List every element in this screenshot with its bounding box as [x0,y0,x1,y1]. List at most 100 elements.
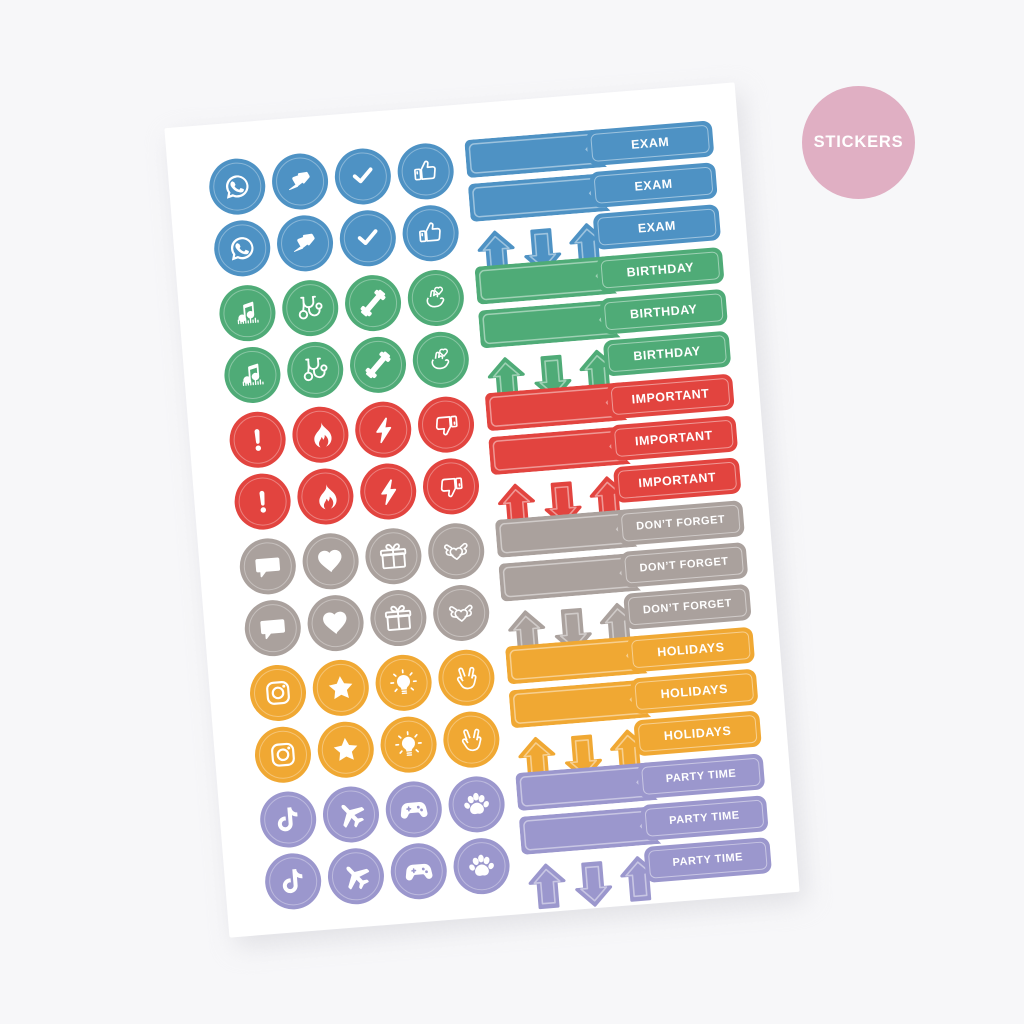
hands-heart-icon [445,597,477,629]
sticker-peace-hand-icon[interactable] [441,709,502,770]
sticker-stethoscope-icon[interactable] [285,339,346,401]
sticker-thumbs-down-icon[interactable] [415,394,477,455]
banner-sticker-dont-forget[interactable] [495,508,640,558]
sticker-airplane-icon[interactable] [320,784,382,845]
sticker-hands-heart-icon[interactable] [426,521,487,582]
label-sticker-holidays[interactable]: HOLIDAYS [630,668,759,715]
sticker-check-icon[interactable] [337,208,398,269]
gift-icon [382,602,414,634]
banner-sticker-party-time[interactable] [515,761,660,811]
label-sticker-exam[interactable]: EXAM [592,204,722,251]
sticker-lightning-bolt-icon[interactable] [358,461,419,522]
sticker-paw-print-icon[interactable] [451,836,512,897]
sticker-flame-icon[interactable] [295,466,356,527]
game-controller-icon [403,855,435,887]
check-icon [347,160,379,192]
sticker-gift-icon[interactable] [368,587,429,649]
label-sticker-birthday[interactable]: BIRTHDAY [602,330,732,377]
banner-sticker-party-time[interactable] [519,805,664,855]
sticker-thumbs-up-icon[interactable] [400,203,461,264]
sticker-thumbs-up-icon[interactable] [395,141,456,202]
whatsapp-icon [221,170,253,202]
sticker-tiktok-icon[interactable] [258,789,319,850]
sticker-paw-print-icon[interactable] [446,774,507,835]
sticker-finger-heart-icon[interactable] [410,329,471,390]
banner-sticker-dont-forget[interactable] [498,552,643,602]
sticker-whatsapp-icon[interactable] [207,156,268,217]
sticker-whatsapp-icon[interactable] [212,218,273,279]
sticker-check-icon[interactable] [332,146,394,207]
sticker-game-controller-icon[interactable] [383,779,444,840]
banner-sticker-holidays[interactable] [505,635,650,684]
peace-hand-icon [450,662,482,694]
sticker-peace-hand-icon[interactable] [436,647,497,708]
sticker-lightbulb-icon[interactable] [373,652,434,713]
thumbs-down-icon [435,470,467,502]
label-sticker-party-time[interactable]: PARTY TIME [640,795,769,842]
banner-sticker-holidays[interactable] [509,679,654,728]
label-sticker-dont-forget[interactable]: DON’T FORGET [623,583,752,630]
label-sticker-important[interactable]: IMPORTANT [609,415,739,462]
sticker-gift-icon[interactable] [363,526,424,587]
exclamation-icon [246,485,278,517]
sticker-heart-icon[interactable] [305,592,366,654]
arrow-down-sticker-party-time[interactable] [572,858,614,909]
label-sticker-text: PARTY TIME [668,809,741,827]
stethoscope-icon [294,292,326,324]
sticker-sheet[interactable]: EXAM EXAM EXAM BIRTHDAY BIRTHDAY BIRTHDAY IMPO… [164,82,807,948]
label-sticker-dont-forget[interactable]: DON’T FORGET [619,541,749,588]
label-sticker-important[interactable]: IMPORTANT [613,457,742,504]
sticker-pushpin-icon[interactable] [274,213,336,274]
label-sticker-text: DON’T FORGET [639,555,729,575]
sticker-exclamation-icon[interactable] [232,471,293,532]
label-sticker-exam[interactable]: EXAM [589,162,718,209]
sticker-flame-icon[interactable] [290,404,351,465]
label-sticker-text: BIRTHDAY [626,260,695,280]
lightning-bolt-icon [372,475,404,507]
sticker-heart-chat-icon[interactable] [237,536,298,597]
sticker-instagram-icon[interactable] [252,724,314,785]
banner-sticker-exam[interactable] [464,129,609,178]
sticker-hands-heart-icon[interactable] [431,582,492,644]
sticker-heart-icon[interactable] [300,531,361,592]
banner-sticker-important[interactable] [488,426,633,475]
sticker-dumbbell-icon[interactable] [347,334,409,396]
gift-icon [377,540,409,572]
whatsapp-icon [226,232,258,264]
label-sticker-party-time[interactable]: PARTY TIME [643,837,773,884]
sticker-heart-chat-icon[interactable] [242,598,303,659]
heart-icon [319,607,351,639]
sticker-thumbs-down-icon[interactable] [420,456,482,517]
sticker-lightning-bolt-icon[interactable] [353,399,414,460]
sticker-stethoscope-icon[interactable] [280,277,341,339]
arrow-up-sticker-party-time[interactable] [527,862,569,913]
banner-sticker-birthday[interactable] [478,299,623,349]
stethoscope-icon [299,354,331,386]
sticker-pushpin-icon[interactable] [269,151,331,212]
sticker-music-note-icon[interactable] [217,283,278,344]
thumbs-up-icon [410,155,442,187]
sticker-exclamation-icon[interactable] [227,409,288,470]
sticker-instagram-icon[interactable] [247,662,309,724]
sticker-tiktok-icon[interactable] [263,851,324,912]
sticker-dumbbell-icon[interactable] [342,272,404,334]
sticker-music-note-icon[interactable] [222,344,283,406]
label-sticker-exam[interactable]: EXAM [585,120,715,167]
thumbs-up-icon [414,217,446,249]
label-sticker-text: BIRTHDAY [629,302,698,322]
banner-sticker-exam[interactable] [468,172,613,222]
sticker-star-icon[interactable] [315,719,376,780]
star-icon [325,672,357,704]
sticker-finger-heart-icon[interactable] [405,267,467,329]
sticker-lightbulb-icon[interactable] [378,714,439,775]
sticker-game-controller-icon[interactable] [388,841,449,902]
label-sticker-text: BIRTHDAY [632,343,702,364]
sticker-airplane-icon[interactable] [325,846,387,907]
label-sticker-birthday[interactable]: BIRTHDAY [599,288,728,335]
sticker-star-icon[interactable] [310,657,371,719]
banner-sticker-birthday[interactable] [474,255,619,305]
finger-heart-icon [425,344,457,376]
stickers-badge[interactable]: STICKERS [802,86,915,199]
banner-sticker-important[interactable] [485,382,630,431]
label-sticker-holidays[interactable]: HOLIDAYS [633,710,762,757]
